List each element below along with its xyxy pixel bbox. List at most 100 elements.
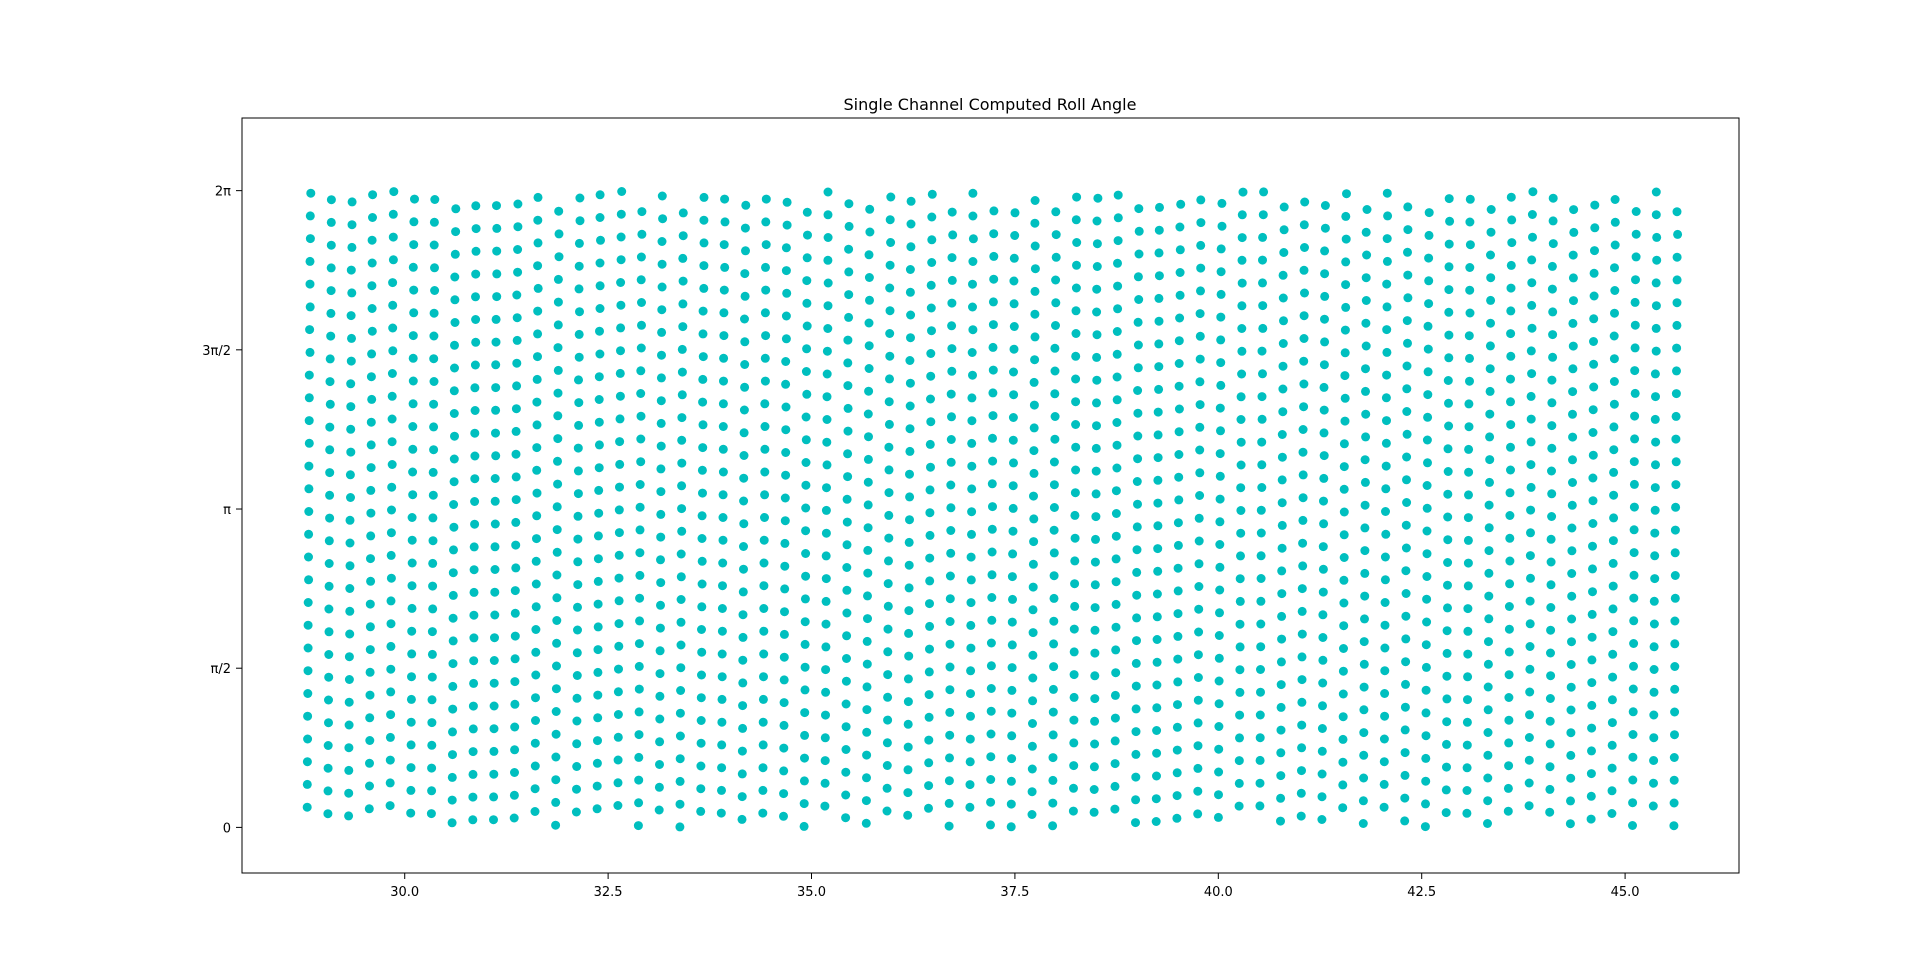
scatter-point [717,740,727,750]
scatter-point [468,724,478,734]
scatter-point [574,238,584,248]
scatter-point [1090,716,1100,726]
scatter-point [697,556,707,566]
scatter-point [429,354,439,364]
scatter-point [944,821,954,831]
scatter-point [1401,634,1411,644]
scatter-point [408,262,418,272]
x-tick-label: 37.5 [1000,885,1029,900]
scatter-point [449,500,459,509]
scatter-point [965,802,975,812]
scatter-point [988,456,998,466]
scatter-point [697,465,707,475]
scatter-point [1338,803,1348,813]
scatter-point [1215,585,1225,595]
scatter-point [1485,455,1495,465]
scatter-point [1237,369,1247,379]
scatter-point [1071,215,1081,225]
scatter-point [1630,388,1640,398]
scatter-point [1382,234,1392,244]
scatter-point [1297,743,1307,753]
scatter-point [1590,223,1600,233]
scatter-point [1132,613,1142,623]
scatter-point [552,661,561,671]
scatter-point [633,821,643,831]
scatter-point [965,780,975,790]
scatter-point [1072,238,1082,247]
scatter-point [841,722,851,732]
scatter-point [551,820,561,830]
scatter-point [1007,754,1017,764]
scatter-point [347,242,357,252]
scatter-point [1671,434,1681,444]
scatter-point [1338,689,1348,699]
scatter-point [1462,808,1472,818]
scatter-point [1608,627,1618,637]
scatter-point [635,593,645,603]
scatter-point [1402,316,1412,326]
scatter-point [1317,724,1327,733]
scatter-point [1649,596,1659,606]
scatter-point [925,621,935,631]
scatter-point [1278,270,1288,280]
scatter-point [986,684,996,693]
scatter-point [1175,245,1185,255]
scatter-point [821,619,831,629]
scatter-point [448,613,458,623]
scatter-point [324,695,333,705]
scatter-point [1028,719,1037,728]
scatter-point [491,428,500,438]
scatter-point [573,557,583,567]
scatter-point [885,283,895,293]
scatter-point [1216,358,1226,368]
scatter-point [385,755,395,765]
scatter-point [1342,189,1351,199]
scatter-point [1237,278,1247,288]
scatter-point [450,295,460,305]
scatter-point [531,579,541,589]
scatter-point [365,622,375,632]
scatter-point [1318,564,1328,574]
scatter-point [408,467,418,477]
scatter-point [1672,275,1682,285]
scatter-point [1277,430,1287,439]
scatter-point [326,217,336,227]
scatter-point [1629,548,1639,558]
scatter-point [677,367,687,377]
scatter-point [1400,725,1410,735]
scatter-point [1380,643,1390,653]
scatter-point [883,579,893,589]
scatter-point [656,373,666,383]
scatter-point [1175,222,1185,232]
scatter-point [491,451,501,461]
scatter-point [884,419,894,429]
scatter-point [987,615,997,625]
scatter-point [304,507,314,516]
scatter-point [1193,650,1203,660]
scatter-point [388,209,398,219]
scatter-point [843,449,853,459]
scatter-point [346,402,356,412]
scatter-point [345,470,355,480]
scatter-point [988,320,998,330]
scatter-point [1048,684,1058,694]
scatter-point [490,519,500,529]
scatter-point [365,690,375,700]
scatter-point [987,524,997,534]
scatter-point [427,695,437,705]
scatter-point [366,531,376,541]
scatter-point [1525,642,1535,651]
scatter-point [1379,757,1389,767]
scatter-point [1051,321,1060,330]
chart-title: Single Channel Computed Roll Angle [844,95,1137,114]
scatter-point [1484,500,1494,510]
scatter-point [1670,684,1680,694]
scatter-point [1338,666,1348,676]
scatter-point [1111,645,1121,655]
scatter-point [1193,809,1203,819]
scatter-point [489,656,499,665]
scatter-point [1463,626,1473,636]
scatter-point [1588,473,1598,483]
scatter-point [1111,668,1121,678]
scatter-point [822,369,832,379]
